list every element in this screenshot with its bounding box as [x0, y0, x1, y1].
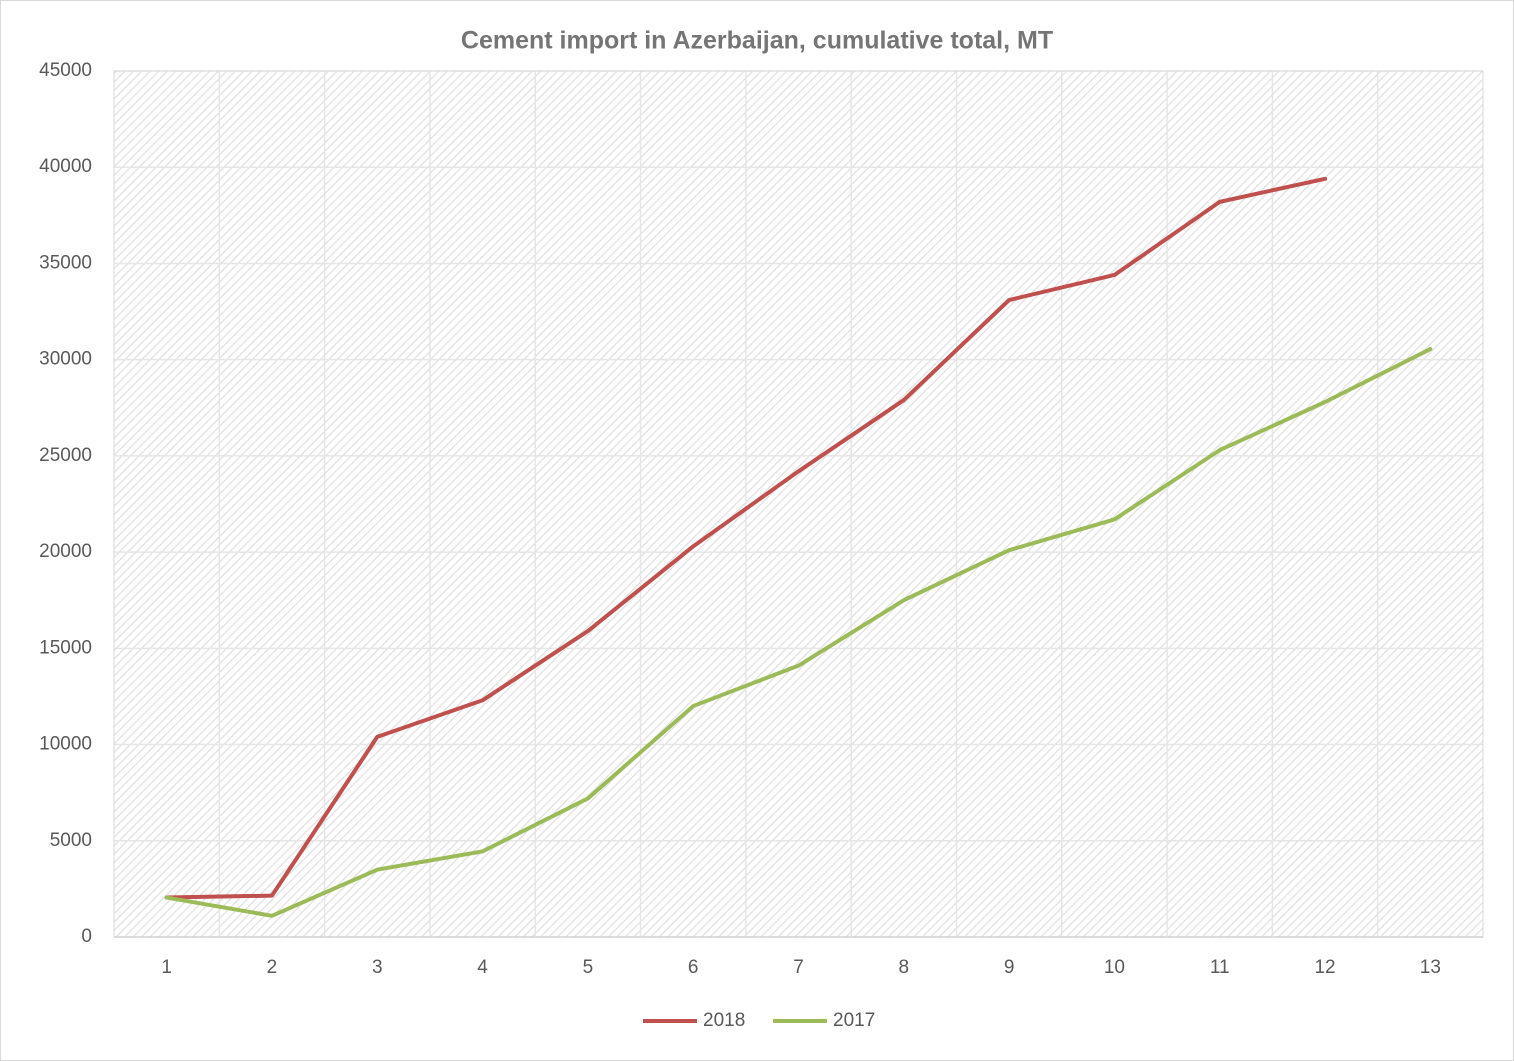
- y-tick-label: 35000: [39, 252, 92, 273]
- x-tick-label: 10: [1104, 957, 1125, 978]
- x-tick-label: 13: [1420, 957, 1441, 978]
- x-tick-label: 5: [583, 957, 594, 978]
- x-tick-label: 7: [793, 957, 804, 978]
- y-tick-label: 10000: [39, 734, 92, 755]
- y-tick-label: 5000: [50, 830, 92, 851]
- x-tick-label: 8: [899, 957, 910, 978]
- y-tick-label: 20000: [39, 541, 92, 562]
- plot-area: [114, 71, 1483, 937]
- y-tick-label: 25000: [39, 445, 92, 466]
- legend-label: 2017: [833, 1010, 875, 1031]
- x-tick-label: 9: [1004, 957, 1015, 978]
- y-tick-label: 0: [81, 926, 92, 947]
- legend-label: 2018: [703, 1010, 745, 1031]
- x-tick-label: 1: [161, 957, 172, 978]
- x-tick-label: 4: [477, 957, 488, 978]
- y-tick-label: 15000: [39, 637, 92, 658]
- y-tick-label: 45000: [39, 60, 92, 81]
- chart-title: Cement import in Azerbaijan, cumulative …: [461, 27, 1053, 55]
- plot-frame: [113, 70, 1484, 938]
- y-tick-label: 30000: [39, 349, 92, 370]
- x-tick-label: 6: [688, 957, 699, 978]
- y-tick-label: 40000: [39, 156, 92, 177]
- x-tick-label: 3: [372, 957, 383, 978]
- series-line: [164, 176, 1328, 900]
- x-tick-label: 2: [267, 957, 278, 978]
- series-line: [164, 347, 1433, 918]
- x-tick-label: 11: [1210, 957, 1230, 978]
- x-tick-label: 12: [1314, 957, 1335, 978]
